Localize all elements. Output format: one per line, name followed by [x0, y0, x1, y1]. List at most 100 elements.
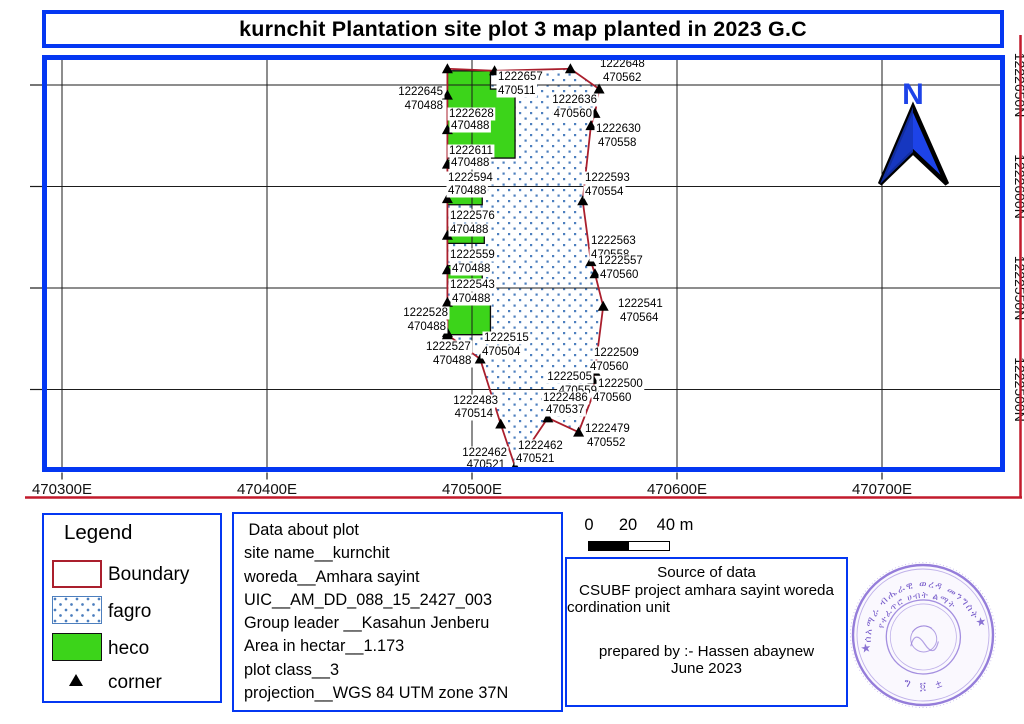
easting-label: 470700E: [852, 481, 912, 498]
corner-label: 470488: [405, 100, 443, 112]
corner-label-bg: [598, 57, 647, 71]
corner-label-bg: [591, 391, 633, 405]
northing-label: 1222600N: [1012, 154, 1024, 219]
corner-label: 470514: [455, 408, 494, 420]
scale-label-40: 40 m: [656, 516, 694, 534]
corner-label-bg: [447, 107, 496, 121]
corner-marker: [589, 268, 601, 279]
corner-label: 470564: [620, 312, 659, 324]
corner-label: 1222657: [498, 71, 543, 83]
corner-label: 1222628: [449, 108, 494, 120]
corner-label-bg: [516, 439, 565, 453]
corner-label-bg: [588, 360, 630, 374]
easting-label: 470300E: [32, 481, 92, 498]
corner-label: 1222528: [403, 307, 448, 319]
corner-label: 470552: [587, 437, 625, 449]
corner-label: 1222505: [547, 371, 592, 383]
official-stamp: ★ ★ ሰአማራ ብሔራዊ ወረዳ መንግስት የተፈጥሮ ሀብት ልማት ግ …: [845, 556, 1001, 712]
corner-marker: [542, 412, 554, 423]
corner-marker: [441, 89, 453, 100]
source-title: Source of data: [657, 564, 756, 581]
corner-marker: [593, 83, 605, 94]
corner-label: 470562: [603, 72, 641, 84]
corner-label: 1222543: [450, 279, 495, 291]
corner-label: 1222500: [598, 378, 643, 390]
corner-marker: [597, 300, 609, 311]
plot-info-line: UIC__AM_DD_088_15_2427_003: [244, 590, 493, 609]
corner-label-bg: [601, 71, 643, 85]
corner-label: 470511: [498, 85, 536, 97]
corner-label: 470488: [408, 321, 446, 333]
corner-label-bg: [431, 354, 473, 368]
corner-label-bg: [453, 407, 496, 421]
corner-label: 470560: [590, 361, 628, 373]
corner-label: 1222611: [449, 145, 493, 157]
corner-label-bg: [596, 377, 645, 391]
corner-label: 1222483: [453, 395, 498, 407]
corner-label-bg: [448, 248, 497, 262]
plot-info-line: site name__kurnchit: [244, 544, 390, 563]
corner-label-bg: [396, 85, 445, 99]
fagro-swatch-icon: [52, 596, 102, 624]
corner-marker: [441, 296, 453, 307]
corner-label-bg: [446, 171, 495, 185]
corner-label-bg: [460, 446, 509, 460]
corner-label: 1222527: [426, 341, 471, 353]
corner-label-bg: [401, 306, 450, 320]
corner-label: 1222479: [585, 423, 630, 435]
stamp-star-left-icon: ★: [859, 640, 872, 656]
corner-label: 470488: [448, 185, 486, 197]
legend-item-corner: corner: [108, 672, 162, 693]
corner-label: 470537: [546, 404, 584, 416]
corner-marker: [441, 229, 453, 240]
corner-marker: [585, 120, 597, 131]
legend: Legend Boundary fagro heco corner: [42, 513, 222, 703]
source-line: cordination unit: [567, 599, 671, 616]
corner-label: 1222645: [398, 86, 443, 98]
corner-label-bg: [618, 311, 661, 325]
corner-label-bg: [583, 171, 632, 185]
corner-label: 1222557: [598, 255, 643, 267]
corner-label-bg: [616, 297, 665, 311]
corner-label-bg: [447, 144, 495, 158]
northing-label: 1222650N: [1012, 53, 1024, 118]
corner-label: 470521: [516, 453, 554, 465]
legend-item-fagro: fagro: [108, 601, 152, 622]
corner-label-bg: [589, 234, 638, 248]
legend-item-boundary: Boundary: [108, 564, 190, 585]
corner-label: 1222636: [552, 94, 597, 106]
plot-info-line: projection__WGS 84 UTM zone 37N: [244, 684, 509, 703]
northing-label: 1222550N: [1012, 256, 1024, 321]
corner-label-bg: [545, 370, 594, 384]
corner-label: 1222594: [448, 172, 493, 184]
scale-label-20: 20: [618, 516, 638, 534]
corner-label: 470488: [452, 293, 490, 305]
corner-label-bg: [552, 107, 594, 121]
corner-label: 1222648: [600, 58, 645, 70]
corner-label: 470488: [451, 120, 489, 132]
corner-label-bg: [450, 292, 492, 306]
plot-info-line: Group leader __Kasahun Jenberu: [244, 614, 490, 633]
corner-marker: [474, 353, 486, 364]
corner-label-bg: [550, 93, 599, 107]
corner-label-bg: [541, 391, 590, 405]
corner-label: 1222630: [596, 123, 641, 135]
corner-label-bg: [544, 403, 586, 417]
corner-label-bg: [585, 436, 627, 450]
legend-item-heco: heco: [108, 638, 150, 659]
corner-label-bg: [403, 99, 445, 113]
easting-label: 470400E: [237, 481, 297, 498]
corner-marker: [564, 63, 576, 74]
corner-label: 1222541: [618, 298, 663, 310]
heco-swatch-icon: [52, 633, 102, 661]
corner-marker: [573, 426, 585, 437]
corner-label: 470554: [585, 186, 624, 198]
corner-label-bg: [594, 122, 643, 136]
corner-label-bg: [592, 346, 641, 360]
corner-label: 470560: [600, 269, 638, 281]
corner-label-bg: [514, 452, 556, 466]
corner-label: 470488: [452, 263, 490, 275]
plot-info-line: woreda__Amhara sayint: [244, 567, 420, 586]
corner-label-bg: [596, 254, 645, 268]
corner-label: 1222563: [591, 235, 636, 247]
